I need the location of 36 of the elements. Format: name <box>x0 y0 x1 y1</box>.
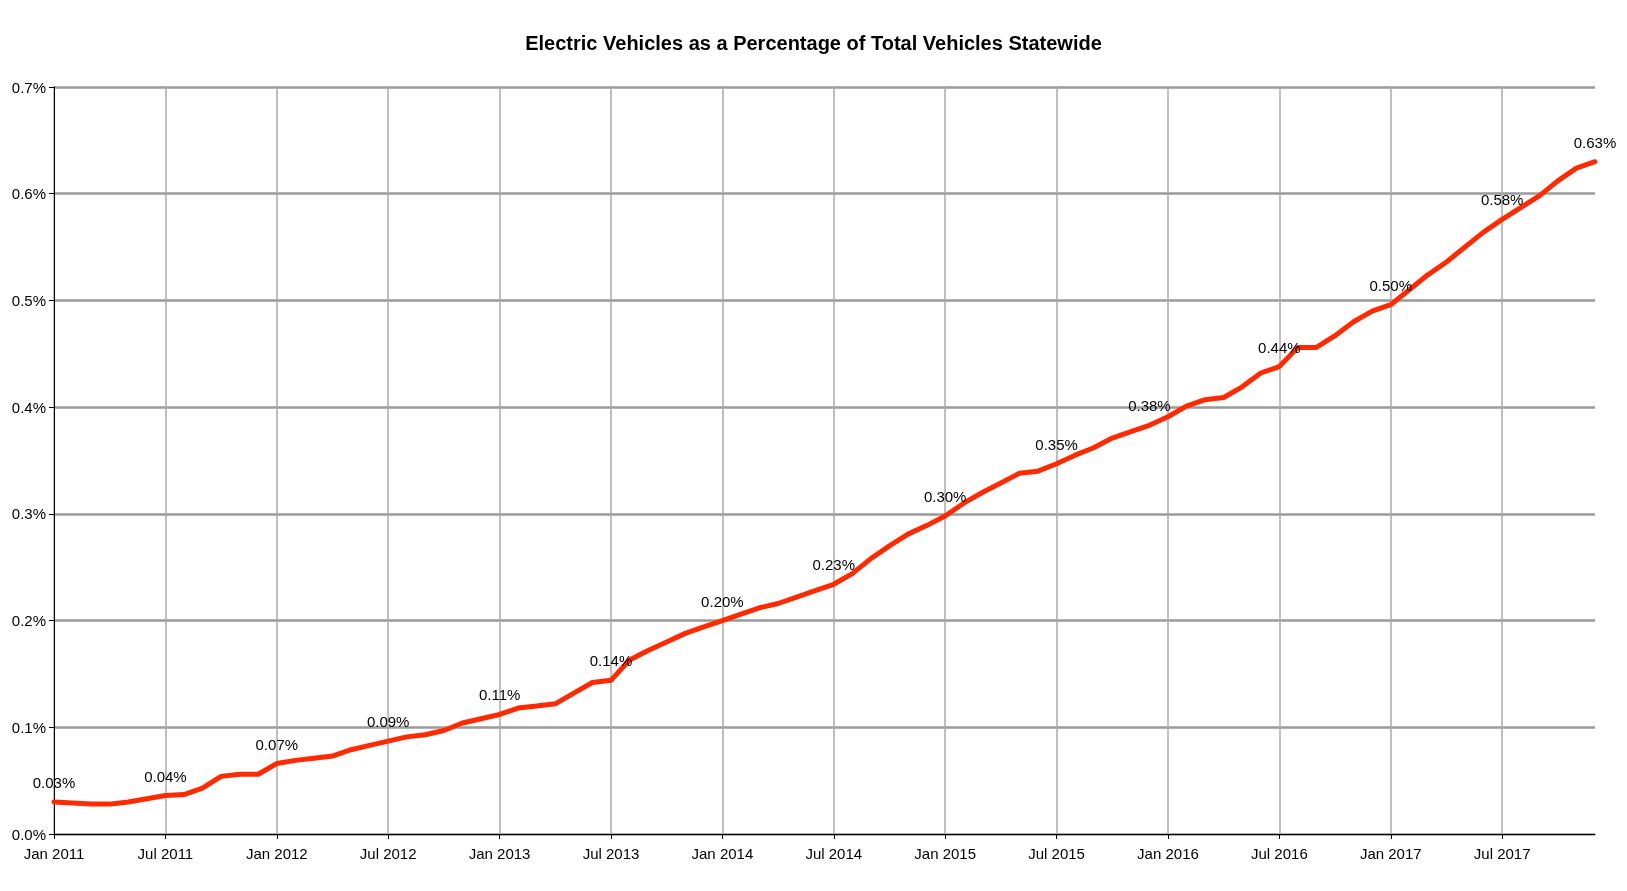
x-tick-label: Jan 2011 <box>23 845 85 862</box>
data-label: 0.63% <box>1573 133 1617 151</box>
data-label: 0.23% <box>812 556 856 574</box>
x-tick-label: Jan 2016 <box>1137 845 1199 862</box>
data-label: 0.20% <box>701 592 744 610</box>
x-tick-label: Jan 2014 <box>691 845 754 862</box>
y-tick-label: 0.0% <box>11 825 46 843</box>
y-tick-label: 0.7% <box>11 78 46 96</box>
x-tick-label: Jan 2017 <box>1359 845 1422 862</box>
chart-title: Electric Vehicles as a Percentage of Total Vehicles Statewide <box>525 32 1102 54</box>
y-tick-label: 0.6% <box>11 185 46 203</box>
y-tick-label: 0.2% <box>11 612 46 630</box>
y-tick-label: 0.4% <box>11 398 46 416</box>
x-tick-label: Jul 2013 <box>582 845 640 862</box>
y-tick-label: 0.1% <box>11 718 46 736</box>
x-tick-label: Jul 2015 <box>1028 845 1085 862</box>
data-label: 0.35% <box>1035 435 1078 453</box>
data-label: 0.50% <box>1369 276 1413 294</box>
x-tick-label: Jul 2016 <box>1251 845 1308 862</box>
y-tick-label: 0.3% <box>11 505 46 523</box>
y-tick-label: 0.5% <box>11 291 46 309</box>
data-label: 0.09% <box>366 713 410 731</box>
data-label: 0.58% <box>1480 191 1524 209</box>
x-tick-label: Jul 2014 <box>805 845 863 862</box>
x-tick-label: Jan 2012 <box>245 845 308 862</box>
x-tick-label: Jul 2012 <box>359 845 417 862</box>
data-label: 0.44% <box>1258 338 1301 356</box>
x-tick-label: Jul 2017 <box>1473 845 1531 862</box>
data-label: 0.30% <box>923 487 967 505</box>
data-label: 0.38% <box>1128 397 1171 415</box>
data-label: 0.11% <box>478 686 521 704</box>
x-tick-label: Jan 2013 <box>468 845 531 862</box>
x-tick-label: Jan 2015 <box>914 845 977 862</box>
data-label: 0.07% <box>255 735 299 753</box>
x-tick-label: Jul 2011 <box>137 845 194 862</box>
data-label: 0.04% <box>144 767 187 785</box>
